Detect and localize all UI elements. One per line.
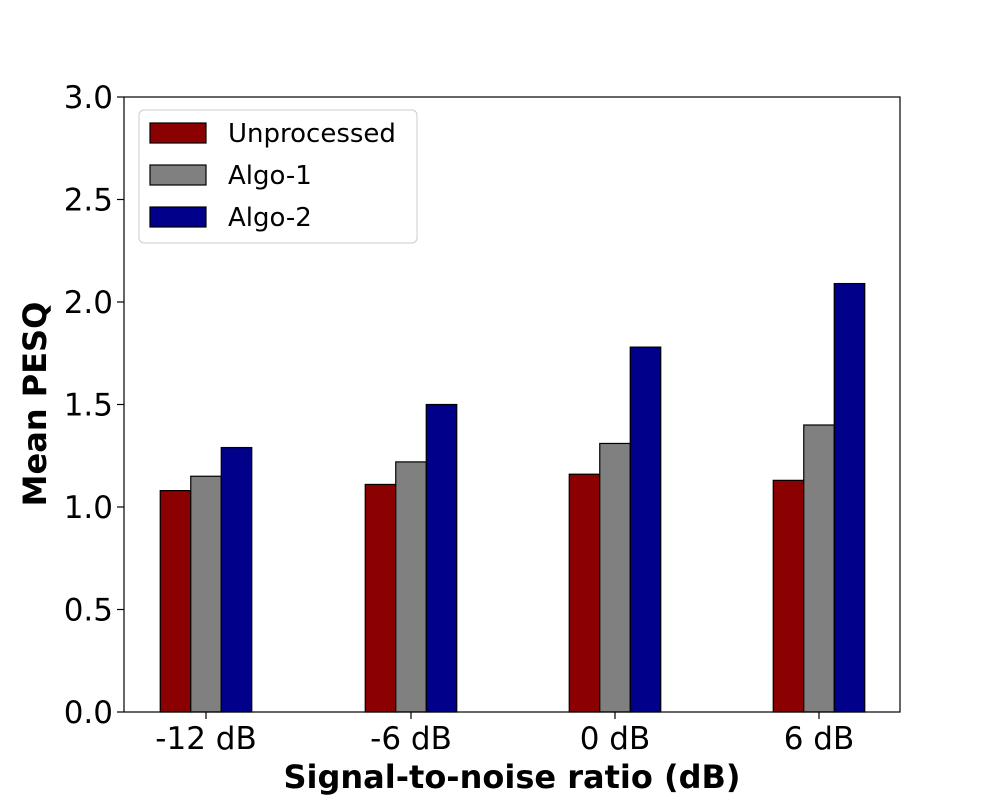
legend-label: Algo-2	[228, 203, 312, 233]
bar-algo-2-0	[220, 446, 253, 713]
bar-unprocessed-0	[159, 490, 192, 713]
legend-label: Algo-1	[228, 161, 312, 191]
legend-frame	[138, 109, 418, 244]
y-axis: 0.0 0.5 1.0 1.5 2.0 2.5 3.0	[64, 80, 124, 731]
bar-unprocessed-2	[568, 473, 601, 713]
legend: Unprocessed Algo-1 Algo-2	[138, 109, 418, 244]
y-tick-label: 0.0	[64, 695, 113, 731]
bar-algo-1-0	[190, 475, 222, 713]
bar-algo-2-1	[425, 403, 458, 713]
bar-algo-1-1	[395, 461, 427, 713]
legend-swatch-algo-2	[149, 206, 207, 228]
legend-label: Unprocessed	[228, 119, 396, 149]
x-tick-label: 6 dB	[784, 721, 855, 757]
y-tick-label: 3.0	[64, 80, 113, 116]
bar-algo-1-2	[599, 442, 631, 713]
y-axis-title: Mean PESQ	[16, 302, 54, 507]
x-axis: -12 dB -6 dB 0 dB 6 dB	[155, 712, 854, 757]
bar-algo-2-2	[629, 346, 662, 713]
x-tick-label: -6 dB	[370, 721, 452, 757]
y-tick-label: 2.5	[64, 183, 113, 219]
y-tick-label: 1.5	[64, 388, 113, 424]
x-tick-label: -12 dB	[155, 721, 256, 757]
bar-algo-2-3	[833, 282, 866, 713]
legend-swatch-algo-1	[149, 164, 207, 186]
bar-unprocessed-3	[772, 479, 805, 713]
bar-algo-1-3	[803, 424, 835, 713]
x-axis-title: Signal-to-noise ratio (dB)	[283, 758, 740, 796]
y-tick-label: 2.0	[64, 285, 113, 321]
y-tick-label: 0.5	[64, 593, 113, 629]
x-tick-label: 0 dB	[580, 721, 651, 757]
bars-layer	[159, 282, 866, 713]
y-tick-label: 1.0	[64, 490, 113, 526]
legend-swatch-unprocessed	[149, 122, 207, 144]
bar-unprocessed-1	[364, 483, 397, 713]
